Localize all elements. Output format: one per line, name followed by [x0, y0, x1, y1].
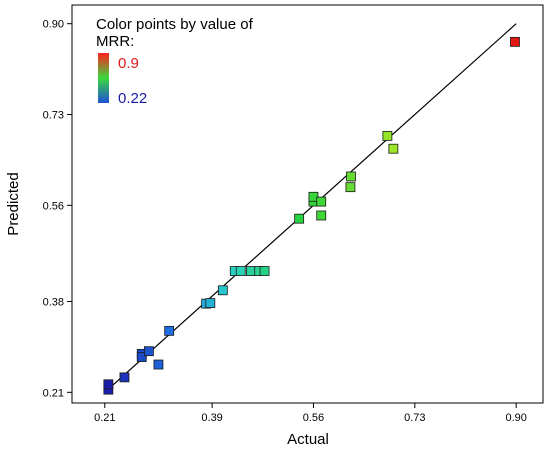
x-axis-title: Actual — [287, 431, 329, 448]
y-axis-title: Predicted — [5, 172, 22, 235]
legend-title-line-2: MRR: — [96, 33, 134, 50]
data-point — [153, 359, 164, 370]
data-point — [205, 298, 216, 308]
fit-line — [104, 23, 517, 393]
x-tick-label: 0.56 — [303, 412, 324, 424]
data-point — [316, 196, 327, 207]
data-point — [510, 36, 520, 47]
y-tick-label: 0.38 — [43, 296, 64, 308]
x-tick-label: 0.90 — [505, 412, 526, 424]
plot-frame — [71, 4, 544, 404]
legend-title-line-1: Color points by value of — [96, 16, 254, 33]
y-tick-label: 0.21 — [43, 387, 64, 399]
data-point — [136, 352, 147, 362]
y-axis-ticks: 0.21 0.38 0.56 0.73 0.90 — [43, 19, 72, 399]
x-axis-ticks: 0.21 0.39 0.56 0.73 0.90 — [94, 403, 527, 424]
data-point — [245, 266, 256, 276]
legend-max-label: 0.9 — [118, 55, 139, 72]
x-tick-label: 0.21 — [94, 412, 115, 424]
data-point — [119, 372, 130, 383]
data-point — [294, 213, 305, 224]
data-point — [316, 210, 327, 221]
data-point — [382, 130, 393, 141]
data-point — [346, 171, 356, 182]
data-point — [144, 346, 154, 357]
legend: Color points by value of MRR: 0.9 0.22 — [96, 16, 254, 107]
data-point — [103, 379, 114, 390]
legend-min-label: 0.22 — [118, 90, 147, 107]
legend-color-bar — [98, 53, 109, 103]
data-point — [388, 143, 399, 154]
data-point — [345, 182, 356, 193]
x-tick-label: 0.73 — [404, 412, 425, 424]
data-points — [103, 36, 520, 395]
data-point — [164, 325, 175, 336]
data-point — [217, 285, 228, 296]
y-tick-label: 0.73 — [43, 110, 64, 122]
y-tick-label: 0.90 — [43, 19, 64, 31]
data-point — [259, 266, 270, 276]
y-tick-label: 0.56 — [43, 200, 64, 212]
data-point — [235, 266, 246, 276]
x-tick-label: 0.39 — [201, 412, 222, 424]
